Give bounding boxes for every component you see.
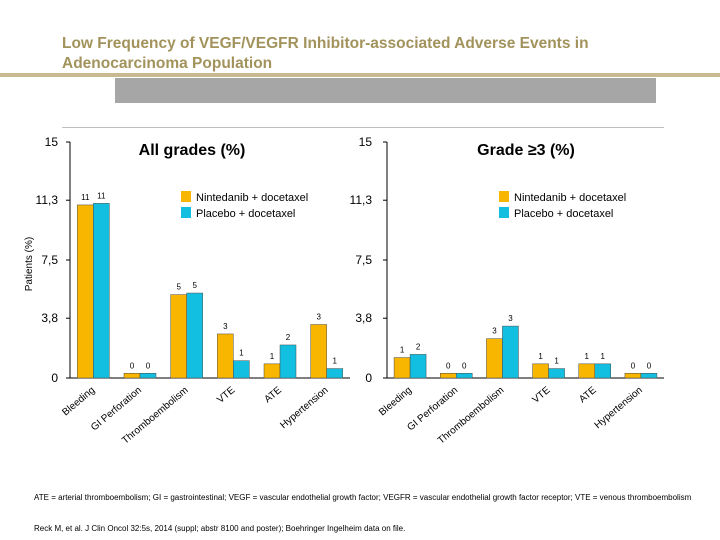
bar-nintedanib — [624, 373, 642, 379]
data-label: 5 — [192, 281, 197, 290]
y-tick-label: 7,5 — [355, 253, 372, 267]
footnote: ATE = arterial thromboembolism; GI = gas… — [34, 493, 692, 502]
x-tick-label: VTE — [215, 385, 237, 406]
y-tick-label: 15 — [359, 135, 373, 149]
chart-title: All grades (%) — [139, 142, 246, 159]
y-tick-label: 3,8 — [355, 311, 372, 325]
legend-label: Nintedanib + docetaxel — [514, 192, 626, 204]
data-label: 0 — [462, 361, 467, 370]
bar-nintedanib — [532, 363, 549, 379]
legend: Nintedanib + docetaxel Placebo + docetaxe… — [499, 191, 626, 220]
bar-nintedanib — [393, 357, 411, 379]
data-label: 0 — [631, 361, 636, 370]
bar-nintedanib — [486, 338, 503, 379]
legend-swatch — [181, 191, 191, 202]
data-label: 0 — [130, 361, 135, 370]
data-label: 1 — [239, 349, 244, 358]
data-label: 3 — [223, 322, 228, 331]
x-tick-label: Hypertension — [278, 385, 330, 431]
reference: Reck M, et al. J Clin Oncol 32:5s, 2014 … — [34, 524, 406, 533]
legend: Nintedanib + docetaxel Placebo + docetaxe… — [181, 191, 308, 220]
bar-nintedanib — [170, 294, 187, 379]
bar-placebo — [326, 368, 343, 379]
bar-nintedanib — [123, 373, 141, 379]
data-label: 0 — [446, 361, 451, 370]
category-group: 1 2 ATE — [263, 333, 297, 406]
category-group: 3 1 VTE — [215, 322, 250, 406]
bar-placebo — [548, 368, 565, 379]
bar-placebo — [186, 292, 203, 379]
legend-label: Placebo + docetaxel — [196, 208, 295, 220]
data-label: 3 — [316, 313, 321, 322]
data-label: 0 — [146, 361, 151, 370]
y-tick-label: 11,3 — [36, 193, 59, 207]
bar-placebo — [279, 344, 297, 379]
slide-title: Low Frequency of VEGF/VEGFR Inhibitor-as… — [62, 34, 662, 74]
data-label: 0 — [647, 361, 652, 370]
bar-nintedanib — [578, 363, 595, 379]
bar-placebo — [409, 354, 427, 379]
data-label: 1 — [332, 357, 337, 366]
divider-line — [62, 127, 664, 128]
y-tick-label: 0 — [51, 371, 58, 385]
x-tick-label: Hypertension — [593, 385, 645, 431]
data-label: 1 — [554, 357, 559, 366]
data-label: 3 — [508, 314, 513, 323]
bar-nintedanib — [217, 333, 234, 379]
y-tick-label: 0 — [365, 371, 372, 385]
y-tick-label: 3,8 — [41, 311, 58, 325]
y-tick-label: 11,3 — [350, 193, 373, 207]
bar-nintedanib — [310, 324, 327, 379]
bar-placebo — [640, 373, 658, 379]
y-axis-label: Patients (%) — [24, 237, 35, 291]
category-group: 1 2 Bleeding — [377, 342, 427, 418]
x-tick-label: ATE — [263, 385, 285, 406]
data-label: 1 — [601, 352, 606, 361]
y-tick-label: 15 — [45, 135, 59, 149]
category-group: 1 1 ATE — [577, 352, 611, 406]
legend-label: Nintedanib + docetaxel — [196, 192, 308, 204]
x-tick-label: Bleeding — [377, 385, 414, 418]
x-tick-label: VTE — [531, 385, 553, 406]
data-label: 1 — [585, 352, 590, 361]
data-label: 5 — [176, 283, 181, 292]
legend-swatch — [181, 207, 191, 218]
legend-label: Placebo + docetaxel — [514, 208, 613, 220]
data-label: 2 — [416, 342, 421, 351]
category-group: 1 1 VTE — [531, 352, 565, 406]
y-tick-label: 7,5 — [41, 253, 58, 267]
data-label: 11 — [81, 193, 90, 202]
data-label: 2 — [286, 333, 291, 342]
legend-swatch — [499, 191, 509, 202]
data-label: 3 — [492, 327, 497, 336]
slide-title-line-2: Adenocarcinoma Population — [62, 55, 273, 72]
data-label: 11 — [97, 191, 106, 200]
bar-nintedanib — [77, 204, 94, 379]
bar-placebo — [93, 203, 110, 379]
data-label: 1 — [270, 352, 275, 361]
bar-nintedanib — [263, 363, 281, 379]
bar-nintedanib — [440, 373, 457, 379]
category-group: 11 11 Bleeding — [60, 191, 110, 418]
bar-placebo — [594, 363, 611, 379]
data-label: 1 — [400, 346, 405, 355]
legend-swatch — [499, 207, 509, 218]
grey-banner — [115, 78, 656, 103]
title-underline — [0, 73, 720, 77]
data-label: 1 — [538, 352, 543, 361]
bar-placebo — [502, 325, 519, 379]
x-tick-label: ATE — [577, 385, 599, 406]
bar-placebo — [456, 373, 473, 379]
x-tick-label: Bleeding — [60, 385, 97, 418]
bar-placebo — [139, 373, 157, 379]
slide-title-line-1: Low Frequency of VEGF/VEGFR Inhibitor-as… — [62, 35, 589, 52]
bar-placebo — [233, 360, 250, 379]
chart-title: Grade ≥3 (%) — [477, 142, 575, 159]
